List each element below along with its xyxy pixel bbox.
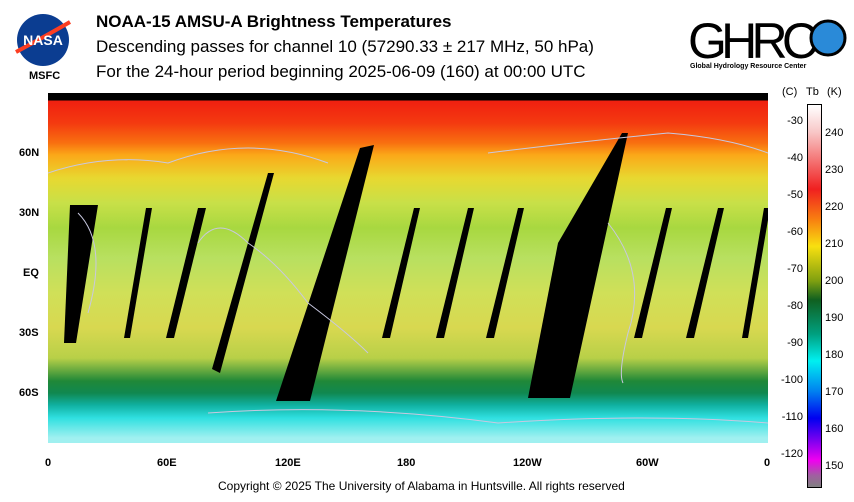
colorbar-c-tick: -80 — [787, 300, 803, 313]
lat-tick-label: 30N — [19, 207, 40, 219]
colorbar-k-tick: 180 — [825, 349, 844, 361]
colorbar-k-tick: 150 — [825, 460, 844, 472]
ghrc-logo: GHRC — [688, 13, 847, 69]
data-gap-swath — [634, 208, 672, 338]
lon-tick-label: 60W — [636, 457, 659, 469]
page-title: NOAA-15 AMSU-A Brightness Temperatures — [96, 12, 452, 31]
colorbar-k-tick: 160 — [825, 423, 844, 435]
lon-tick-label: 60E — [157, 457, 177, 469]
colorbar-k-tick: 230 — [825, 164, 844, 176]
data-gap-swath — [486, 208, 524, 338]
msfc-label: MSFC — [29, 70, 61, 82]
subtitle-period: For the 24-hour period beginning 2025-06… — [96, 62, 586, 81]
data-gap-swath — [276, 145, 374, 401]
data-gap-swath — [742, 208, 768, 338]
lat-tick-label: 60S — [19, 387, 39, 399]
data-gap-swath — [212, 173, 274, 373]
lon-tick-label: 120E — [275, 457, 301, 469]
data-gap-swath — [166, 208, 206, 338]
lon-tick-label: 120W — [513, 457, 542, 469]
colorbar-k-tick: 170 — [825, 386, 844, 398]
lat-tick-label: 60N — [19, 147, 40, 159]
data-gap-swath — [528, 133, 628, 398]
svg-text:GHRC: GHRC — [688, 13, 818, 69]
colorbar-k-tick: 210 — [825, 238, 844, 250]
svg-text:NASA: NASA — [23, 32, 63, 48]
data-gap-swath — [382, 208, 420, 338]
colorbar-c-tick: -40 — [787, 152, 803, 165]
colorbar-c-tick: -110 — [781, 411, 803, 424]
lat-tick-label: 30S — [19, 327, 39, 339]
colorbar-k-tick: 190 — [825, 312, 844, 324]
data-gap-swath — [436, 208, 474, 338]
data-gap-swath — [686, 208, 724, 338]
lon-tick-label: 180 — [397, 457, 416, 469]
colorbar-c-tick: -90 — [787, 337, 803, 350]
lon-tick-label: 0 — [45, 457, 52, 469]
ghrc-subtitle: Global Hydrology Resource Center — [690, 63, 807, 70]
colorbar-k-tick: 200 — [825, 275, 844, 287]
lat-tick-label: EQ — [23, 267, 39, 279]
brightness-temperature-map — [48, 93, 768, 443]
subtitle-channel: Descending passes for channel 10 (57290.… — [96, 37, 594, 56]
colorbar-unit-k: (K) — [827, 86, 842, 98]
data-gap-swath — [124, 208, 152, 338]
colorbar-c-tick: -60 — [787, 226, 803, 239]
colorbar-unit-c: (C) — [782, 86, 798, 98]
coastlines — [48, 132, 768, 424]
colorbar-k-tick: 240 — [825, 127, 844, 139]
copyright: Copyright © 2025 The University of Alaba… — [218, 479, 625, 493]
colorbar-c-tick: -70 — [787, 263, 803, 276]
colorbar-c-tick: -30 — [787, 115, 803, 128]
colorbar — [807, 104, 822, 488]
colorbar-title: Tb — [806, 86, 819, 98]
colorbar-c-tick: -50 — [787, 189, 803, 202]
data-gap-swath — [64, 205, 98, 343]
nasa-logo: NASA — [15, 14, 71, 66]
colorbar-c-tick: -120 — [780, 448, 803, 461]
colorbar-c-tick: -100 — [780, 374, 803, 387]
lon-tick-label: 0 — [764, 457, 771, 469]
swath-layer — [48, 132, 768, 424]
colorbar-k-tick: 220 — [825, 201, 844, 213]
